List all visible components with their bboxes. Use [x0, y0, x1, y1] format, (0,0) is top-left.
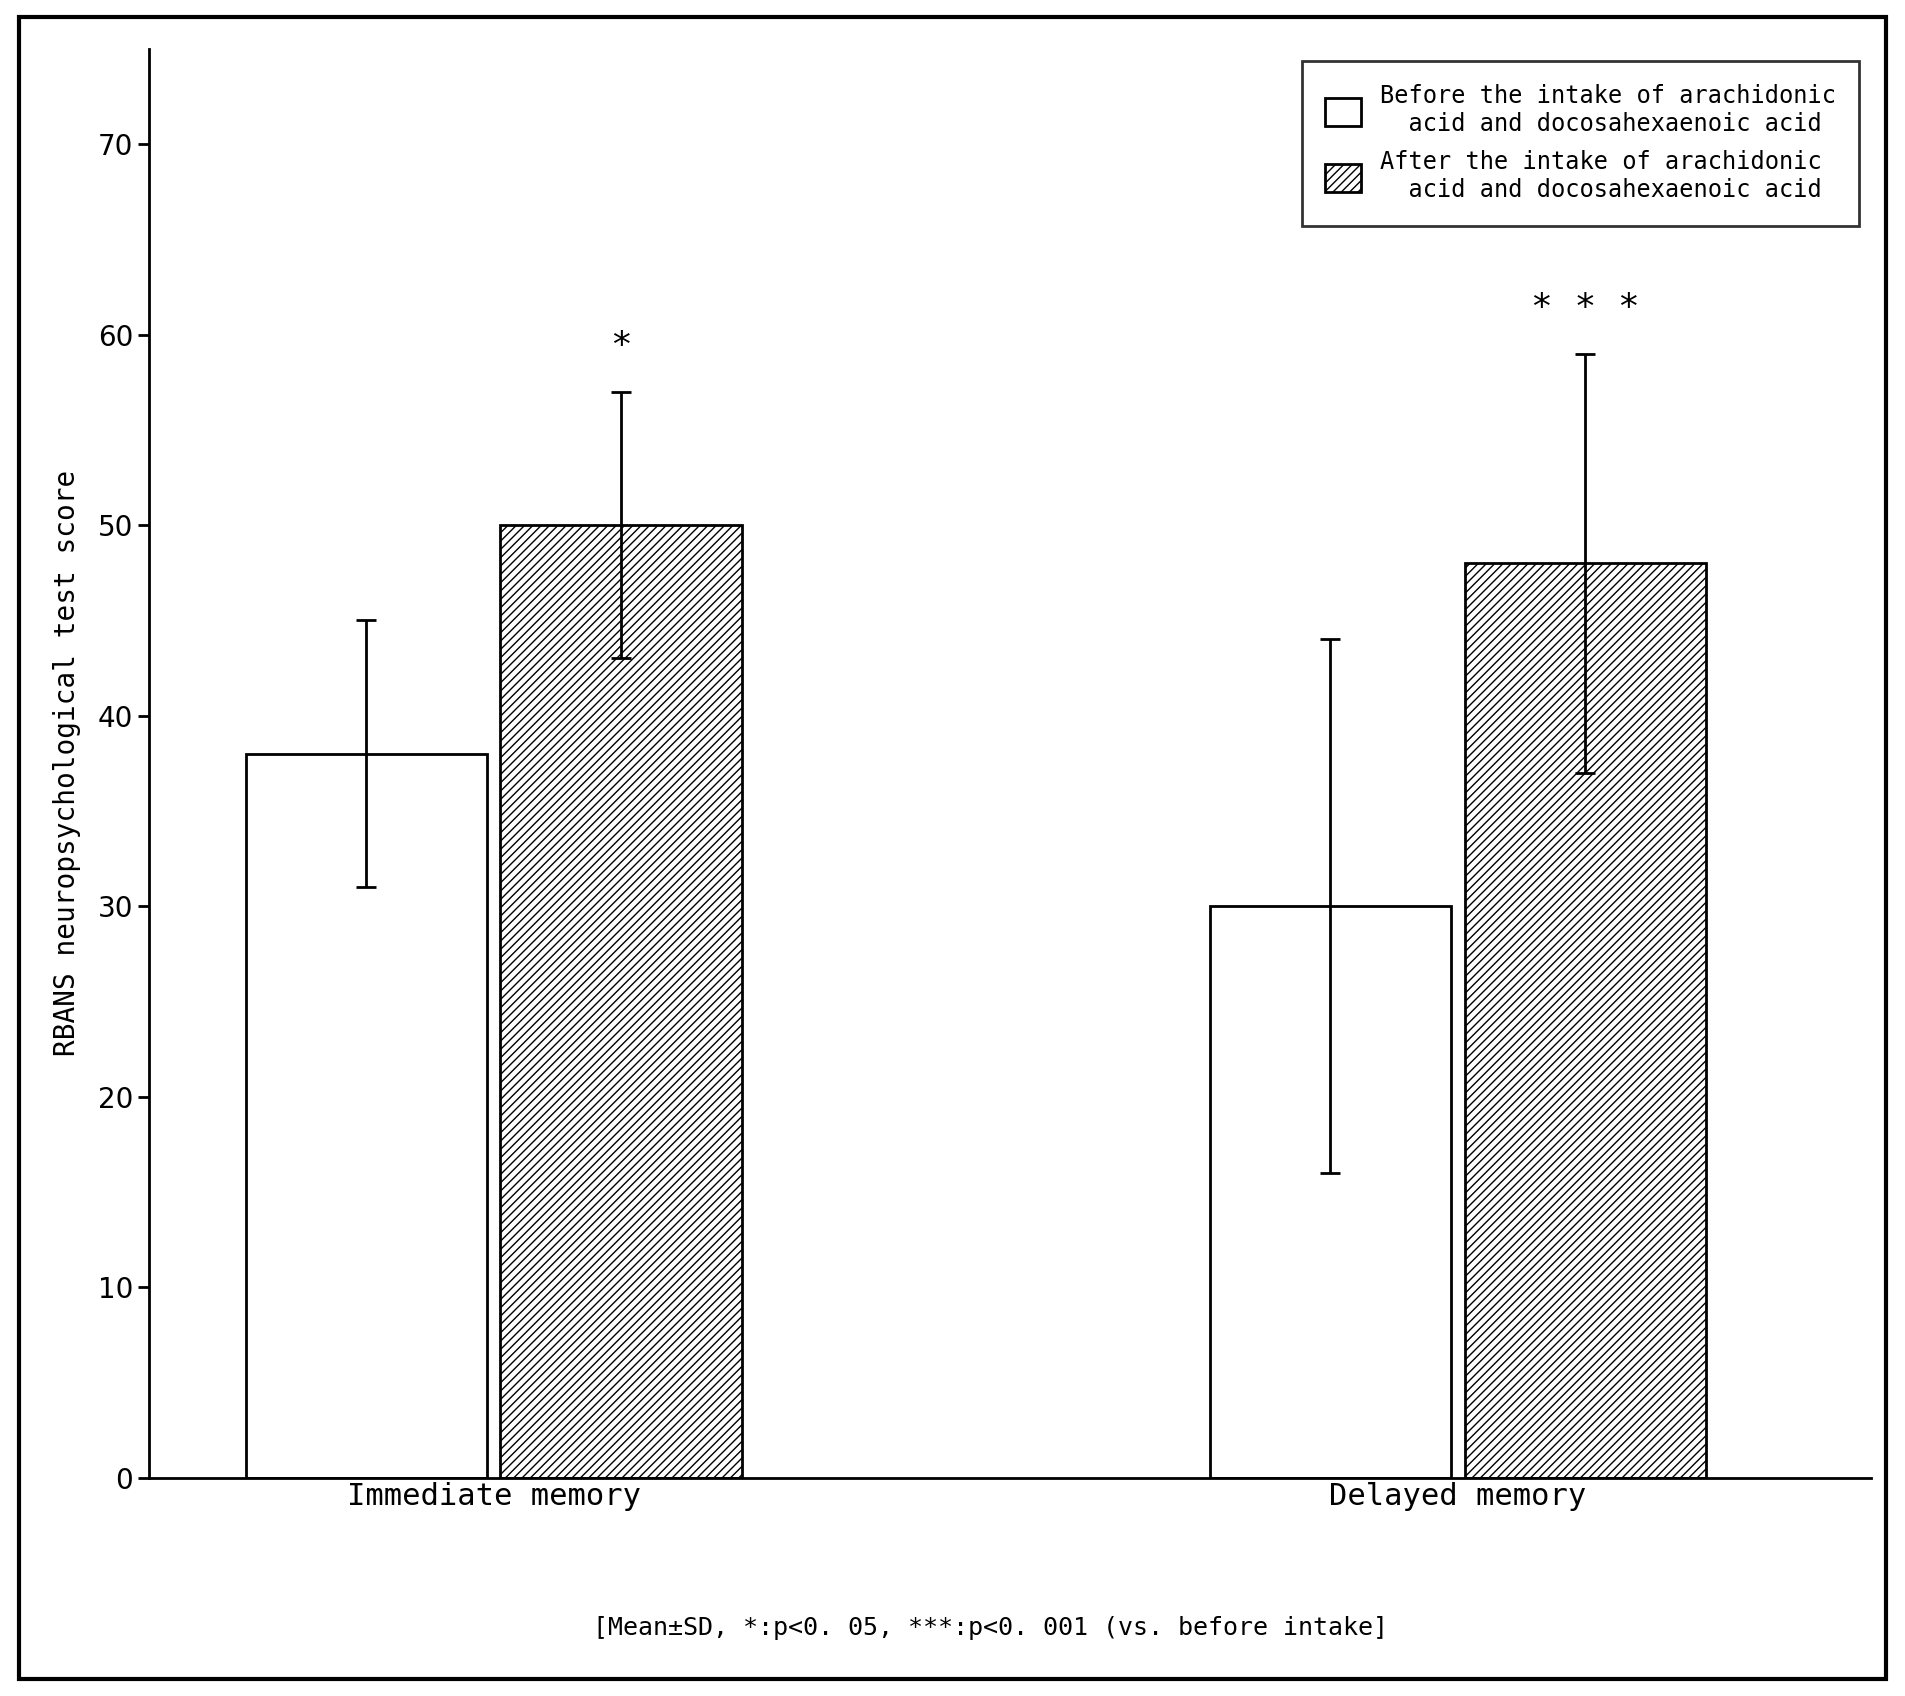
Bar: [1465, 563, 1705, 1477]
Bar: [1210, 906, 1452, 1477]
Bar: [246, 753, 486, 1477]
Y-axis label: RBANS neuropsychological test score: RBANS neuropsychological test score: [53, 470, 82, 1057]
Bar: [501, 526, 741, 1477]
Text: [Mean±SD, *:p<0. 05, ***:p<0. 001 (vs. before intake]: [Mean±SD, *:p<0. 05, ***:p<0. 001 (vs. b…: [592, 1616, 1389, 1640]
Text: *: *: [610, 329, 632, 363]
Legend: Before the intake of arachidonic
  acid and docosahexaenoic acid, After the inta: Before the intake of arachidonic acid an…: [1301, 61, 1859, 226]
Text: * * *: * * *: [1532, 292, 1640, 326]
